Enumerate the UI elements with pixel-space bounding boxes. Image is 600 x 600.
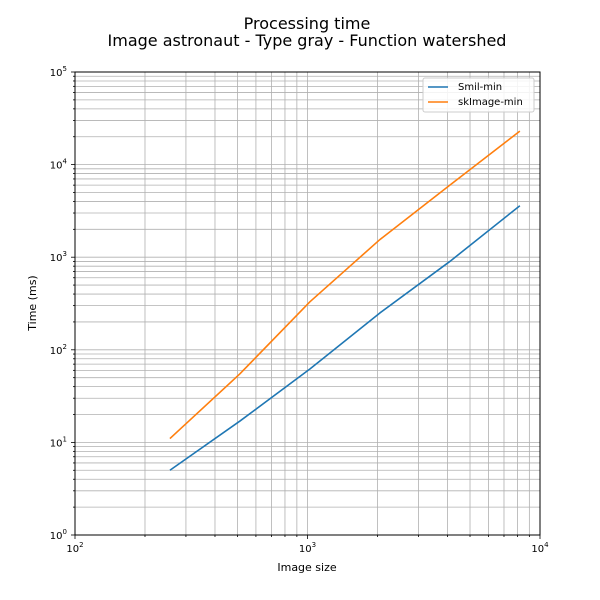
x-tick-label: 104 <box>531 541 549 555</box>
series-line-skimage-min <box>169 130 521 440</box>
tick-labels: 102 103 104 100 101 102 103 104 105 <box>50 65 549 555</box>
y-tick-label: 103 <box>50 250 67 264</box>
y-tick-label: 100 <box>50 528 67 542</box>
y-tick-label: 102 <box>50 343 67 357</box>
legend: Smil-min skImage-min <box>422 77 535 113</box>
x-axis-label: Image size <box>277 561 337 574</box>
y-axis-label: Time (ms) <box>26 275 39 331</box>
y-tick-label: 104 <box>50 158 68 172</box>
chart-subtitle: Image astronaut - Type gray - Function w… <box>108 31 507 50</box>
x-tick-label: 103 <box>299 541 316 555</box>
x-tick-label: 102 <box>66 541 83 555</box>
legend-box <box>422 77 535 113</box>
y-tick-label: 101 <box>50 435 67 449</box>
chart-title: Processing time <box>244 14 371 33</box>
legend-label-skimage-min: skImage-min <box>458 97 523 108</box>
y-tick-label: 105 <box>50 65 67 79</box>
series-lines <box>169 130 521 471</box>
series-line-smil-min <box>169 205 521 471</box>
legend-label-smil-min: Smil-min <box>458 82 502 93</box>
axis-ticks <box>71 71 541 539</box>
